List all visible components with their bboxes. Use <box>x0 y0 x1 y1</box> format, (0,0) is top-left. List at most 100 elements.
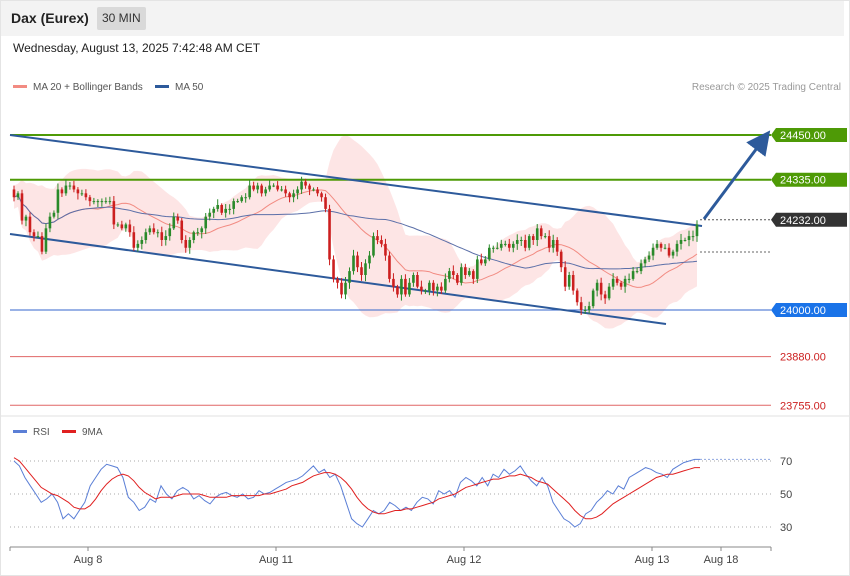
candle-body <box>535 228 539 240</box>
candle-body <box>543 236 547 238</box>
interval-badge[interactable]: 30 MIN <box>97 7 146 30</box>
candle-body <box>64 185 68 194</box>
candle-body <box>320 193 323 198</box>
candle-body <box>663 247 667 249</box>
rsi-line <box>13 458 700 528</box>
candle-body <box>523 240 527 248</box>
candle-body <box>583 310 587 311</box>
level-label-24450.00: 24450.00 <box>780 130 826 142</box>
candle-body <box>695 224 699 237</box>
candle-body <box>248 185 251 198</box>
level-tag-24000.00 <box>771 303 847 317</box>
x-tick-label-4: Aug 18 <box>704 554 739 566</box>
ma20-line <box>13 189 698 288</box>
candle-body <box>208 212 212 217</box>
level-tag-24450.00 <box>771 128 847 142</box>
candle-body <box>28 216 32 233</box>
candle-body <box>448 271 451 279</box>
candle-body <box>579 302 583 310</box>
candle-body <box>428 282 431 291</box>
candle-body <box>344 282 347 295</box>
candle-body <box>136 243 140 248</box>
candle-body <box>40 236 44 252</box>
candle-body <box>376 236 379 240</box>
candle-body <box>296 189 299 194</box>
candle-body <box>671 251 675 256</box>
candle-body <box>100 201 104 203</box>
candle-body <box>116 224 120 226</box>
candle-body <box>156 232 160 234</box>
candle-body <box>316 189 319 194</box>
candle-body <box>288 193 291 198</box>
candle-body <box>563 267 567 287</box>
candle-body <box>440 286 443 291</box>
candle-body <box>679 240 683 244</box>
candle-body <box>651 247 655 256</box>
candle-body <box>647 255 651 260</box>
candle-body <box>96 201 100 203</box>
candle-body <box>452 271 455 275</box>
candle-body <box>80 193 84 195</box>
candle-body <box>368 255 371 264</box>
candle-body <box>503 243 507 245</box>
candle-body <box>124 224 128 229</box>
candle-body <box>519 240 523 241</box>
candle-body <box>84 193 88 198</box>
candle-body <box>491 247 495 249</box>
rsi-axis-label-50: 50 <box>780 489 792 501</box>
candle-body <box>691 236 695 238</box>
candle-body <box>92 201 96 203</box>
candle-body <box>659 243 663 248</box>
candle-body <box>284 189 287 194</box>
candle-body <box>480 259 483 264</box>
candle-body <box>216 205 220 209</box>
level-labels-layer: 24450.00 24335.00 24232.00 24000.00 23880.00… <box>771 128 847 412</box>
candle-body <box>272 185 275 187</box>
candle-body <box>176 216 180 221</box>
candle-body <box>280 189 283 191</box>
channel-upper-line <box>9 134 703 227</box>
candle-body <box>575 290 579 303</box>
rsi-ma-legend-swatch <box>62 430 76 433</box>
candle-body <box>336 278 339 283</box>
level-label-24000.00: 24000.00 <box>780 305 826 317</box>
candle-body <box>619 282 623 287</box>
candle-body <box>643 259 647 264</box>
candle-body <box>268 185 271 190</box>
rsi-legend-swatch <box>13 430 27 433</box>
candle-body <box>499 243 503 248</box>
level-label-24335.00: 24335.00 <box>780 175 826 187</box>
candle-body <box>464 267 467 275</box>
research-credit: Research © 2025 Trading Central <box>692 82 841 93</box>
candle-body <box>212 208 216 213</box>
candle-body <box>76 189 80 194</box>
candle-body <box>611 278 615 287</box>
candle-body <box>396 286 399 295</box>
candle-body <box>531 236 535 240</box>
candle-body <box>12 189 16 198</box>
candle-body <box>476 259 479 279</box>
candle-body <box>292 193 295 198</box>
candle-body <box>68 185 72 187</box>
candle-body <box>599 282 603 295</box>
candle-body <box>72 185 76 190</box>
bollinger-legend-label: MA 20 + Bollinger Bands <box>33 82 143 93</box>
projection-arrow <box>702 130 771 220</box>
candle-body <box>196 232 200 234</box>
candle-body <box>300 181 303 190</box>
candle-body <box>527 236 531 248</box>
candle-body <box>424 290 427 292</box>
candle-body <box>356 255 359 268</box>
candle-body <box>240 197 243 202</box>
candle-body <box>144 232 148 240</box>
candle-body <box>551 240 555 248</box>
candle-body <box>192 232 196 240</box>
candle-body <box>220 205 223 213</box>
candle-body <box>332 259 335 279</box>
candle-body <box>571 275 575 291</box>
candle-body <box>148 228 152 233</box>
candle-body <box>36 236 40 238</box>
candle-body <box>511 243 515 248</box>
instrument-title: Dax (Eurex) <box>11 10 89 26</box>
